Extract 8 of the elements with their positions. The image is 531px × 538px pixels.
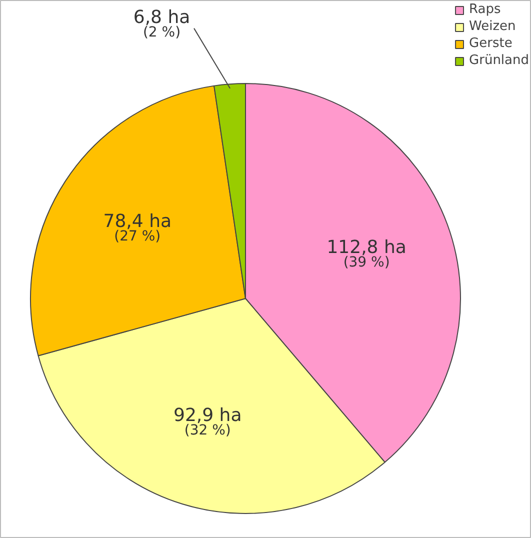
legend-label: Weizen: [469, 19, 516, 34]
data-label: 92,9 ha (32 %): [173, 404, 242, 438]
data-label: 78,4 ha (27 %): [103, 211, 172, 245]
legend-label: Gerste: [469, 36, 512, 51]
data-label: 6,8 ha (2 %): [133, 7, 190, 41]
legend-label: Raps: [469, 2, 501, 17]
legend-label: Grünland: [469, 53, 529, 68]
data-label: 112,8 ha (39 %): [326, 237, 406, 271]
